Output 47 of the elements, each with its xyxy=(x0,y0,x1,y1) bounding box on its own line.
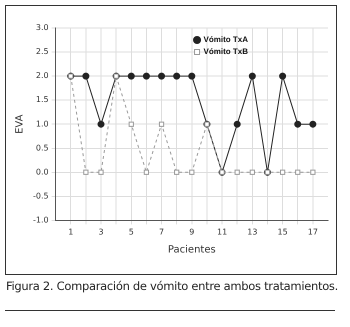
y-tick-label: 2.5 xyxy=(36,47,49,56)
point xyxy=(82,72,90,80)
point xyxy=(234,120,241,128)
point xyxy=(189,170,194,175)
point xyxy=(174,170,180,175)
x-tick-label: 1 xyxy=(68,227,74,236)
y-tick-label: 2.0 xyxy=(36,71,49,80)
point xyxy=(173,72,180,80)
point xyxy=(128,122,134,127)
point xyxy=(98,170,104,175)
y-axis-title: EVA xyxy=(14,114,26,134)
legend-label: Vómito TxA xyxy=(204,35,248,44)
x-tick-label: 11 xyxy=(216,227,228,236)
point xyxy=(142,72,150,80)
point xyxy=(83,170,88,175)
x-tick-label: 13 xyxy=(247,227,258,236)
point xyxy=(310,170,316,175)
x-tick-label: 9 xyxy=(189,227,194,236)
point xyxy=(234,170,240,175)
point xyxy=(280,170,286,175)
point xyxy=(295,170,300,175)
point xyxy=(188,72,196,80)
y-tick-label: 1.0 xyxy=(36,119,49,128)
x-axis-title: Pacientes xyxy=(168,244,216,256)
y-tick-label: 1.5 xyxy=(36,95,49,104)
point xyxy=(144,170,150,175)
point xyxy=(158,72,166,80)
point xyxy=(250,170,255,175)
y-tick-label: -0.5 xyxy=(33,191,49,200)
x-tick-label: 15 xyxy=(278,227,288,236)
legend-label: Vómito TxB xyxy=(204,47,248,56)
x-tick-label: 7 xyxy=(158,227,164,236)
point xyxy=(128,72,135,80)
point xyxy=(279,72,286,80)
x-tick-label: 3 xyxy=(98,227,104,236)
point xyxy=(294,120,302,128)
y-tick-label: 0.0 xyxy=(36,167,49,176)
x-tick-label: 17 xyxy=(308,227,318,236)
y-tick-label: 3.0 xyxy=(36,23,49,32)
text: Figura 2. Comparación de vómito entre ambos tratamientos. xyxy=(6,279,338,293)
point xyxy=(98,120,105,128)
point xyxy=(158,122,164,127)
point xyxy=(248,72,256,80)
x-tick-label: 5 xyxy=(128,227,134,236)
point xyxy=(309,120,316,128)
y-tick-label: 0.5 xyxy=(36,143,49,152)
y-tick-label: -1.0 xyxy=(33,215,49,224)
